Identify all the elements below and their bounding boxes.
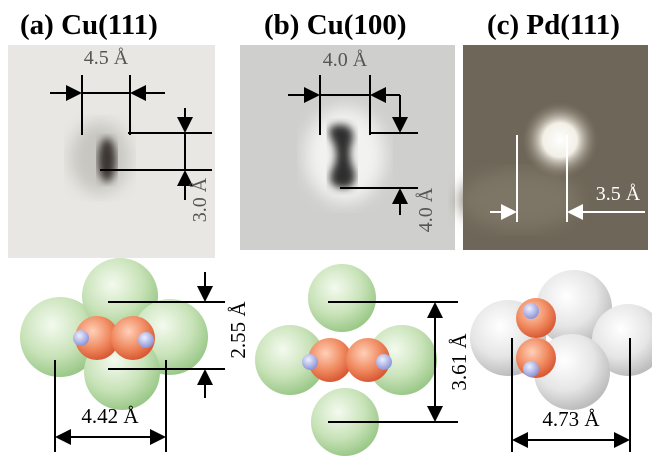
- dimension-label: 4.42 Å: [81, 404, 139, 428]
- dimension-label: 4.0 Å: [323, 49, 368, 71]
- dimension-label: 4.0 Å: [415, 187, 437, 232]
- ball-model: [255, 264, 437, 456]
- dimension-label: 2.55 Å: [226, 301, 250, 359]
- panel-title: (c) Pd(111): [487, 9, 620, 41]
- dimension-label: 3.5 Å: [596, 183, 641, 205]
- dimension-label: 4.5 Å: [84, 47, 129, 69]
- ball-model: [20, 258, 208, 410]
- panel-title: (b) Cu(100): [264, 9, 407, 41]
- dimension-label: 3.61 Å: [447, 333, 471, 391]
- stm-image: [8, 45, 215, 258]
- stm-image: [460, 45, 648, 250]
- panel-title: (a) Cu(111): [20, 9, 158, 41]
- dimension-label: 4.73 Å: [542, 407, 600, 431]
- figure: (a) Cu(111) (b) Cu(100) (c) Pd(111) 4.5 …: [0, 0, 652, 456]
- ball-model: [470, 270, 652, 410]
- dimension-label: 3.0 Å: [189, 177, 211, 222]
